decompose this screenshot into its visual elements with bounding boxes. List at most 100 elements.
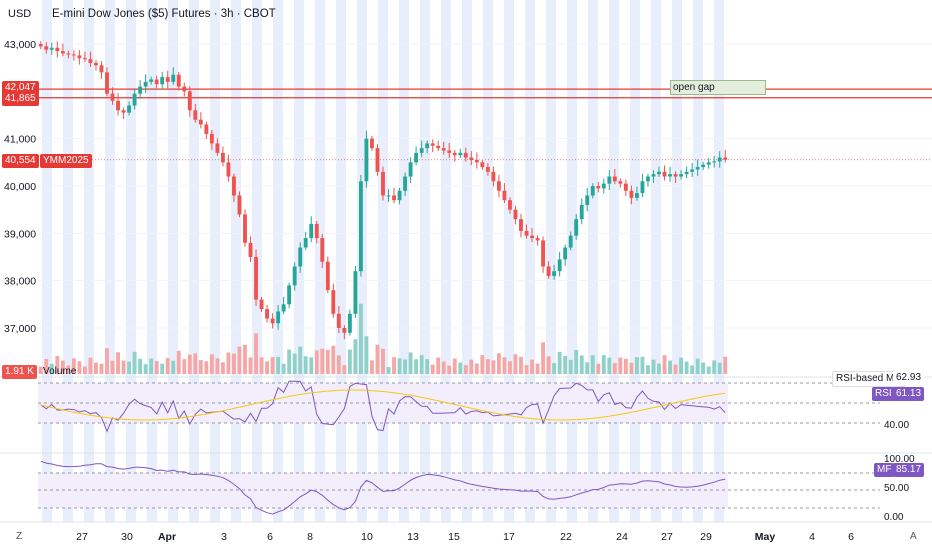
- volume-bar: [717, 362, 722, 374]
- volume-bar: [309, 357, 314, 374]
- volume-bar: [38, 366, 43, 374]
- candle-body: [149, 79, 154, 82]
- candle-body: [563, 247, 568, 260]
- volume-bar: [243, 344, 247, 374]
- timezone-corner[interactable]: Z: [16, 531, 23, 542]
- volume-bar: [265, 361, 270, 374]
- volume-bar: [530, 359, 534, 374]
- candle-body: [474, 159, 479, 163]
- price-tag-42047: 42,047: [2, 81, 39, 95]
- session-band: [63, 0, 73, 522]
- candle-body: [44, 46, 49, 50]
- volume-bar: [215, 358, 220, 374]
- candle-body: [552, 271, 557, 276]
- volume-bar: [138, 358, 143, 374]
- volume-bar: [237, 346, 242, 374]
- volume-bar: [524, 365, 529, 374]
- volume-bar: [331, 345, 336, 374]
- session-band: [525, 0, 535, 522]
- mf-tick-label: 100.00: [884, 454, 915, 465]
- volume-bar: [397, 358, 402, 374]
- candle-body: [723, 157, 728, 160]
- candle-body: [243, 214, 247, 243]
- volume-bar: [535, 363, 540, 374]
- session-band: [231, 0, 241, 522]
- candle-body: [176, 74, 181, 87]
- auto-scale-button[interactable]: A: [910, 531, 917, 542]
- candle-body: [496, 181, 501, 191]
- volume-bar: [701, 362, 706, 374]
- volume-bar: [347, 349, 352, 374]
- volume-bar: [634, 357, 639, 374]
- candle-body: [590, 186, 595, 196]
- volume-bar: [270, 357, 275, 374]
- time-tick-label: 15: [448, 531, 460, 543]
- volume-bar: [629, 362, 634, 374]
- volume-bar: [447, 365, 452, 374]
- candle-body: [386, 195, 391, 197]
- volume-bar: [370, 360, 374, 374]
- candle-body: [336, 313, 341, 328]
- volume-bar: [44, 359, 49, 374]
- candle-body: [303, 238, 308, 248]
- mf-tick-label: 50.00: [884, 483, 909, 494]
- volume-bar: [425, 359, 430, 374]
- candle-body: [110, 93, 115, 101]
- volume-bar: [496, 353, 501, 374]
- candle-body: [430, 143, 435, 146]
- volume-bar: [679, 357, 684, 374]
- candle-body: [646, 176, 650, 182]
- volume-bar: [82, 366, 87, 374]
- candle-body: [331, 290, 336, 314]
- candle-body: [469, 157, 474, 160]
- volume-bar: [154, 361, 159, 374]
- candle-body: [105, 72, 109, 94]
- session-band: [609, 0, 619, 522]
- candle-body: [463, 152, 468, 158]
- candle-body: [612, 176, 617, 182]
- candle-body: [414, 152, 419, 163]
- volume-bar: [723, 356, 728, 374]
- volume-bar: [430, 364, 435, 374]
- volume-bar: [143, 364, 148, 374]
- volume-bar: [226, 352, 231, 374]
- open-gap-label[interactable]: open gap: [670, 80, 766, 95]
- session-band: [210, 0, 220, 522]
- volume-bar: [392, 357, 396, 374]
- volume-bar: [458, 362, 463, 374]
- mf-label: MF: [874, 463, 895, 477]
- candle-body: [237, 195, 242, 215]
- symbol-title[interactable]: E-mini Dow Jones ($5) Futures · 3h · CBO…: [52, 8, 276, 20]
- symbol-tag: YMM2025: [40, 154, 92, 168]
- volume-bar: [651, 359, 656, 374]
- volume-bar: [71, 358, 76, 374]
- rsi-value: 61.13: [893, 387, 925, 401]
- volume-bar: [248, 357, 253, 374]
- volume-bar: [105, 348, 109, 374]
- candle-body: [325, 261, 330, 291]
- candle-body: [458, 152, 463, 156]
- candle-body: [132, 93, 137, 106]
- volume-bar: [381, 348, 385, 374]
- candle-body: [187, 91, 192, 111]
- candle-body: [392, 195, 396, 201]
- candle-body: [485, 167, 490, 172]
- candle-body: [220, 152, 225, 163]
- volume-bar: [491, 360, 496, 374]
- candle-body: [679, 174, 684, 177]
- rsi-line: [40, 380, 726, 433]
- volume-bar: [342, 365, 347, 374]
- volume-bar: [149, 358, 154, 374]
- session-band: [147, 0, 157, 522]
- candle-body: [541, 240, 546, 267]
- price-tick-label: 40,000: [4, 181, 36, 193]
- price-tick-label: 41,000: [4, 134, 36, 146]
- candle-body: [629, 190, 634, 198]
- volume-bar: [314, 350, 319, 374]
- candle-body: [657, 171, 661, 175]
- session-band: [462, 0, 472, 522]
- volume-bar: [182, 359, 187, 374]
- mf-tick-label: 0.00: [884, 512, 904, 523]
- session-band: [630, 0, 640, 522]
